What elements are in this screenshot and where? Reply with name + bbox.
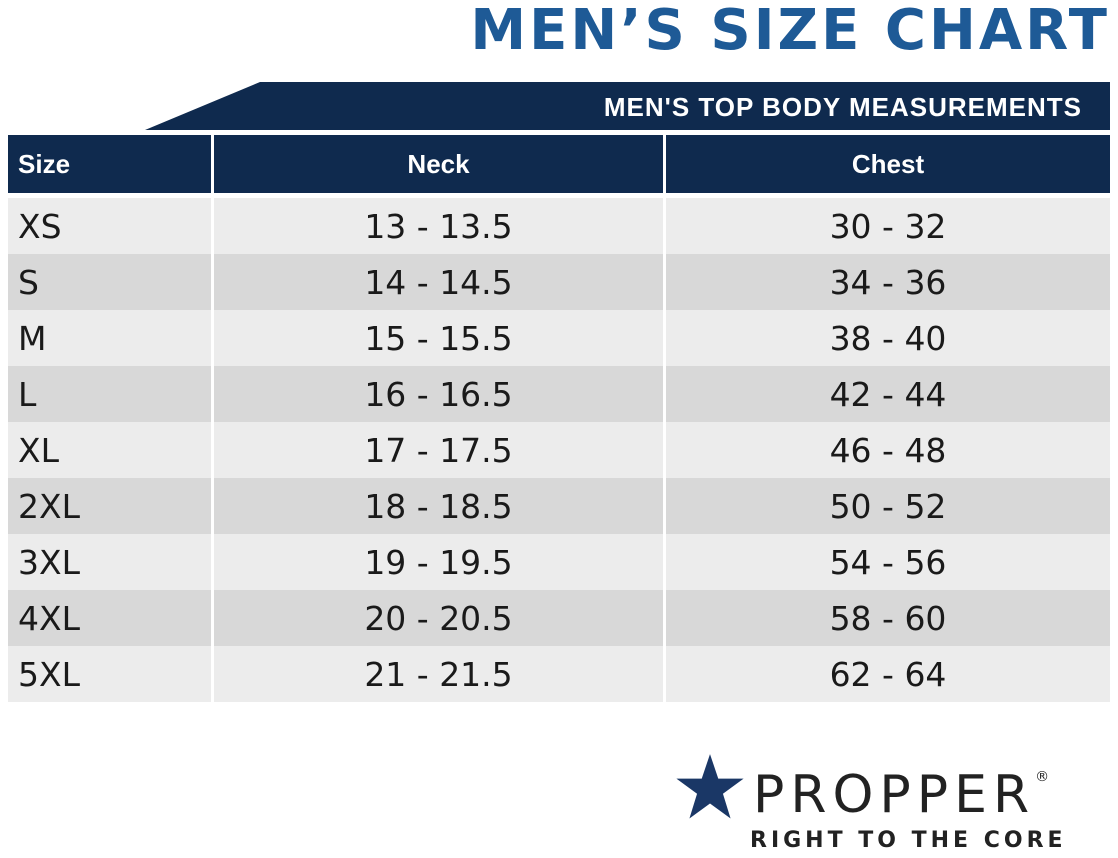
table-header-row: Size Neck Chest [8, 135, 1110, 193]
page-title: MEN’S SIZE CHART [470, 0, 1110, 63]
chest-cell: 54 - 56 [663, 534, 1110, 590]
table-row: L 16 - 16.5 42 - 44 [8, 366, 1110, 422]
chest-cell: 42 - 44 [663, 366, 1110, 422]
size-cell: M [8, 310, 211, 366]
table-row: 4XL 20 - 20.5 58 - 60 [8, 590, 1110, 646]
star-icon [676, 754, 744, 819]
table-row: 2XL 18 - 18.5 50 - 52 [8, 478, 1110, 534]
section-banner-title: MEN'S TOP BODY MEASUREMENTS [603, 92, 1082, 122]
table-row: 5XL 21 - 21.5 62 - 64 [8, 646, 1110, 702]
size-cell: XS [8, 193, 211, 254]
banner-shape [145, 82, 1110, 130]
table-row: S 14 - 14.5 34 - 36 [8, 254, 1110, 310]
neck-cell: 14 - 14.5 [211, 254, 663, 310]
chest-cell: 62 - 64 [663, 646, 1110, 702]
neck-cell: 20 - 20.5 [211, 590, 663, 646]
neck-cell: 21 - 21.5 [211, 646, 663, 702]
neck-cell: 15 - 15.5 [211, 310, 663, 366]
neck-cell: 17 - 17.5 [211, 422, 663, 478]
header-neck: Neck [211, 135, 663, 193]
brand-tagline: RIGHT TO THE CORE [750, 828, 1067, 853]
table-row: XS 13 - 13.5 30 - 32 [8, 193, 1110, 254]
chest-cell: 58 - 60 [663, 590, 1110, 646]
size-cell: 5XL [8, 646, 211, 702]
size-cell: L [8, 366, 211, 422]
table-row: XL 17 - 17.5 46 - 48 [8, 422, 1110, 478]
header-chest: Chest [663, 135, 1110, 193]
table-row: 3XL 19 - 19.5 54 - 56 [8, 534, 1110, 590]
size-cell: S [8, 254, 211, 310]
size-cell: 2XL [8, 478, 211, 534]
trademark-mark: ® [1035, 769, 1050, 785]
neck-cell: 13 - 13.5 [211, 193, 663, 254]
brand-name-text: PROPPER [753, 765, 1036, 825]
brand-name: PROPPER® [753, 760, 1049, 830]
header-size: Size [8, 135, 211, 193]
table-row: M 15 - 15.5 38 - 40 [8, 310, 1110, 366]
chest-cell: 50 - 52 [663, 478, 1110, 534]
section-banner: MEN'S TOP BODY MEASUREMENTS [145, 82, 1110, 130]
chest-cell: 38 - 40 [663, 310, 1110, 366]
chest-cell: 34 - 36 [663, 254, 1110, 310]
neck-cell: 19 - 19.5 [211, 534, 663, 590]
neck-cell: 18 - 18.5 [211, 478, 663, 534]
size-cell: XL [8, 422, 211, 478]
size-table: Size Neck Chest XS 13 - 13.5 30 - 32 S 1… [8, 135, 1110, 702]
neck-cell: 16 - 16.5 [211, 366, 663, 422]
brand-logo: PROPPER® RIGHT TO THE CORE [675, 752, 1115, 858]
size-cell: 4XL [8, 590, 211, 646]
size-cell: 3XL [8, 534, 211, 590]
chest-cell: 46 - 48 [663, 422, 1110, 478]
chest-cell: 30 - 32 [663, 193, 1110, 254]
